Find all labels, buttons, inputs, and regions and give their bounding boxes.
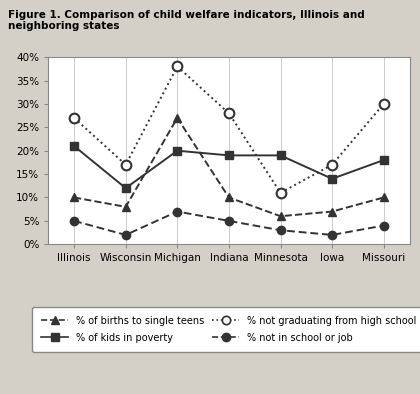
Text: Figure 1. Comparison of child welfare indicators, Illinois and neighboring state: Figure 1. Comparison of child welfare in… [8, 10, 365, 32]
Legend: % of births to single teens, % of kids in poverty, % not graduating from high sc: % of births to single teens, % of kids i… [32, 307, 420, 352]
